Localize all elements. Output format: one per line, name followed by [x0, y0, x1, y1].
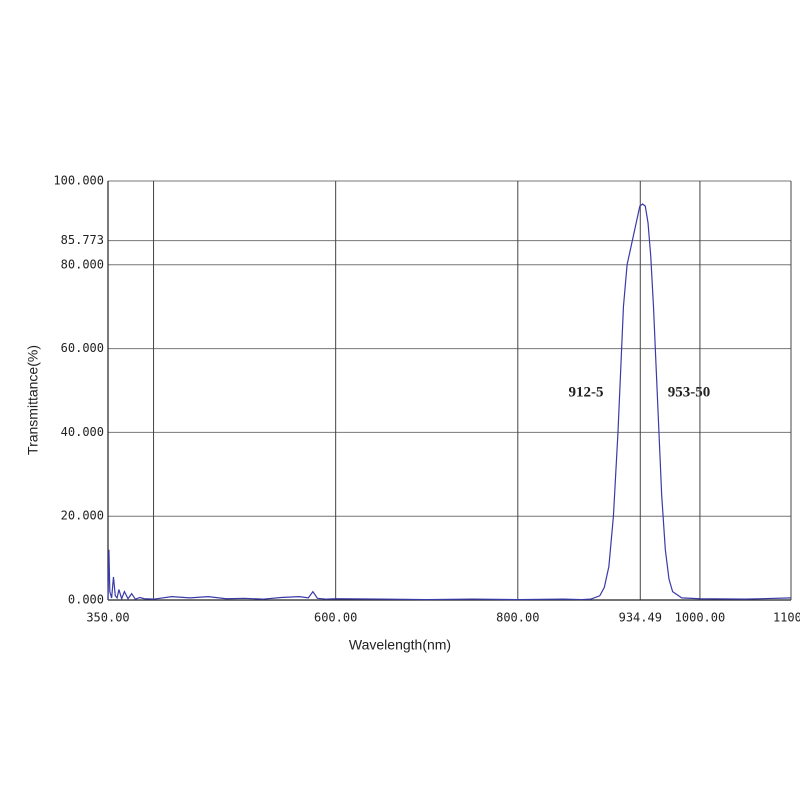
y-tick-label: 0.000 — [68, 593, 104, 607]
y-tick-label: 40.000 — [61, 425, 104, 439]
annotation: 953-50 — [668, 384, 711, 400]
x-tick-label: 934.49 — [619, 611, 662, 625]
y-tick-label: 80.000 — [61, 257, 104, 271]
annotation: 912-5 — [569, 384, 604, 400]
y-tick-label: 100.000 — [53, 174, 104, 188]
x-tick-label: 350.00 — [86, 611, 129, 625]
x-tick-label: 600.00 — [314, 611, 357, 625]
y-tick-label: 85.773 — [61, 233, 104, 247]
x-tick-label: 800.00 — [496, 611, 539, 625]
x-tick-label: 1000.00 — [675, 611, 726, 625]
y-axis-title: Transmittance(%) — [25, 345, 41, 455]
y-tick-label: 60.000 — [61, 341, 104, 355]
x-axis-title: Wavelength(nm) — [349, 637, 451, 653]
x-tick-label: 1100. — [773, 611, 800, 625]
spectrum-line — [107, 203, 792, 601]
y-tick-label: 20.000 — [61, 509, 104, 523]
